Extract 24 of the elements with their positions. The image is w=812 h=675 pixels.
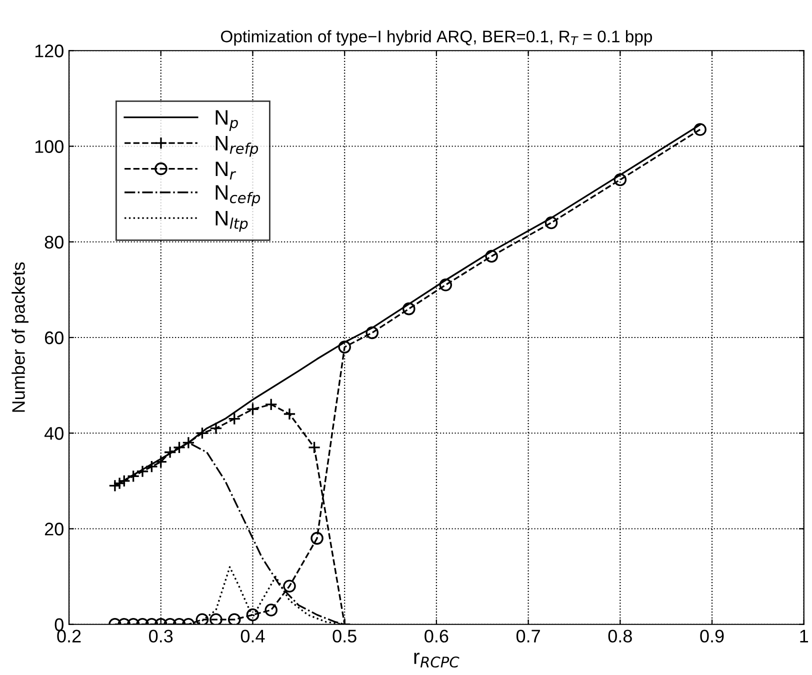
legend-label: N$_{p}$ bbox=[216, 110, 238, 132]
chart-title: Optimization of type−I hybrid ARQ, BER=0.1, R$_{T}$ = 0.1 bpp bbox=[220, 30, 652, 46]
y-axis-title: Number of packets bbox=[12, 262, 28, 412]
x-axis-title: r$_{RCPC}$ bbox=[414, 652, 460, 668]
legend-label: N$_{cefp}$ bbox=[216, 185, 260, 206]
x-tick-label: 0.3 bbox=[149, 630, 173, 642]
y-tick-label: 20 bbox=[44, 522, 64, 536]
y-tick-label: 80 bbox=[44, 236, 64, 249]
y-tick-label: 60 bbox=[44, 331, 64, 344]
x-tick-label: 1 bbox=[800, 630, 808, 642]
x-tick-label: 0.4 bbox=[240, 630, 265, 642]
legend-label: N$_{ltp}$ bbox=[216, 211, 248, 232]
x-tick-label: 0.6 bbox=[424, 630, 448, 642]
x-tick-label: 0.2 bbox=[57, 630, 81, 642]
y-tick-label: 0 bbox=[54, 618, 64, 632]
x-tick-label: 0.5 bbox=[332, 630, 356, 642]
x-tick-label: 0.8 bbox=[608, 630, 632, 642]
y-tick-label: 120 bbox=[35, 44, 64, 58]
y-tick-label: 100 bbox=[35, 140, 64, 153]
x-tick-label: 0.9 bbox=[700, 630, 724, 642]
x-tick-label: 0.7 bbox=[516, 630, 540, 642]
y-tick-label: 40 bbox=[44, 427, 64, 440]
legend-label: N$_{refp}$ bbox=[216, 136, 258, 157]
legend-label: N$_{r}$ bbox=[216, 162, 236, 180]
